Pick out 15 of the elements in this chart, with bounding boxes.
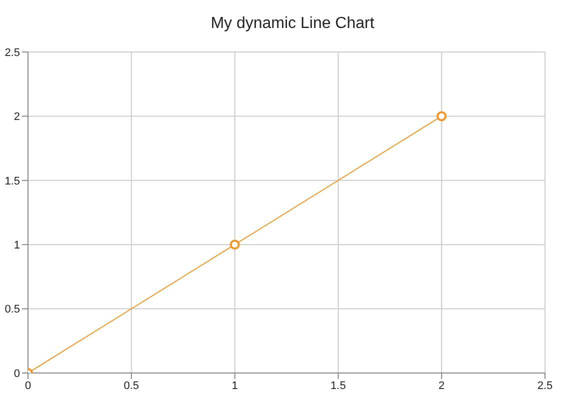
- y-tick-label: 1.5: [4, 175, 20, 188]
- y-tick-label: 0.5: [4, 304, 20, 316]
- point: [230, 240, 240, 250]
- y-tick-label: 2: [14, 111, 20, 124]
- x-tick-label: 0: [24, 380, 32, 392]
- x-tick-label: 2.5: [537, 380, 553, 392]
- x-tick-label: 1.5: [330, 380, 346, 392]
- chart-title: My dynamic Line Chart: [210, 15, 376, 33]
- x-tick-label: 0.5: [124, 380, 140, 392]
- x-tick-label: 2: [438, 380, 445, 392]
- point: [436, 111, 447, 122]
- y-tick-label: 2.5: [4, 46, 20, 59]
- y-tick-label: 0: [14, 368, 20, 380]
- x-tick-label: 1: [232, 380, 238, 392]
- y-tick-label: 1: [14, 240, 20, 252]
